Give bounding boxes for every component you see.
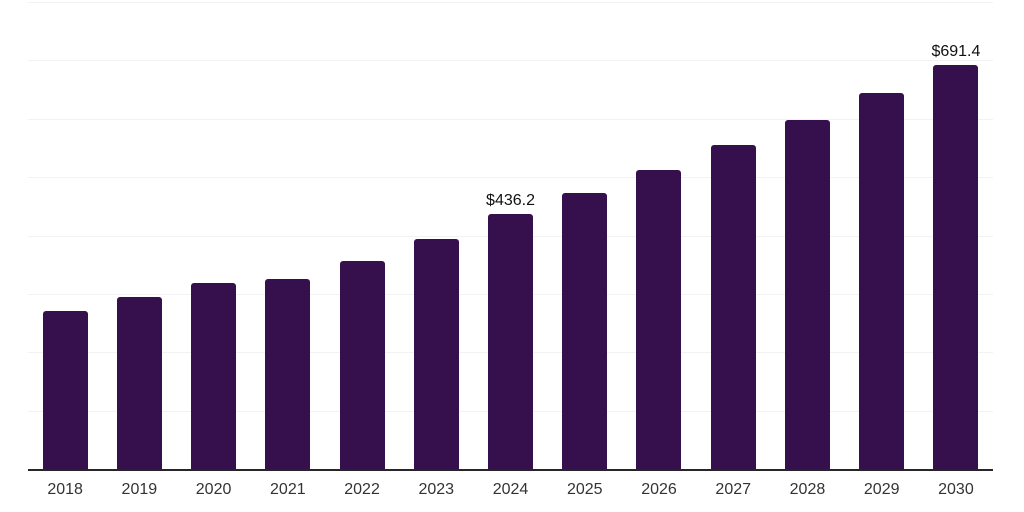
- bar-slot-2021: [251, 0, 325, 469]
- x-axis-tick-labels: 2018 2019 2020 2021 2022 2023 2024 2025 2026 2027…: [28, 480, 993, 500]
- bar-slot-2026: [622, 0, 696, 469]
- gridline: [28, 118, 993, 120]
- bar-slot-2018: [28, 0, 102, 469]
- x-tick-label-2022: 2022: [344, 481, 380, 498]
- bar-slot-2030: $691.4: [919, 0, 993, 469]
- gridline: [28, 2, 993, 3]
- x-tick-label-2024: 2024: [492, 481, 529, 498]
- x-tick-label-2029: 2029: [863, 481, 900, 498]
- bar-slot-2025: [548, 0, 622, 469]
- gridline: [28, 177, 993, 179]
- bar-slot-2028: [770, 0, 844, 469]
- bar-2020: [191, 283, 237, 469]
- bar-slot-2020: [176, 0, 250, 469]
- bar-2027: [710, 145, 756, 469]
- plot-area: $436.2 $691.4: [28, 0, 993, 471]
- bar-slot-2022: [325, 0, 399, 469]
- x-tick-label-2020: 2020: [195, 481, 232, 498]
- bar-2024: [488, 214, 534, 469]
- bar-2018: [42, 311, 88, 469]
- x-tick-label-2021: 2021: [270, 481, 306, 498]
- x-tick-label-2030: 2030: [938, 481, 974, 498]
- x-tick-label-2023: 2023: [418, 481, 455, 498]
- x-tick-label-2027: 2027: [715, 481, 752, 498]
- x-tick-label-2019: 2019: [121, 481, 158, 498]
- bar-2028: [784, 120, 830, 469]
- bar-2030: [933, 65, 979, 469]
- bar-2019: [116, 297, 162, 469]
- x-tick-label-2025: 2025: [566, 481, 603, 498]
- x-axis-line: [28, 469, 993, 471]
- data-label-2030: $691.4: [931, 43, 981, 61]
- gridline: [28, 60, 993, 62]
- bar-2021: [265, 278, 311, 469]
- bar-slot-2023: [399, 0, 473, 469]
- bar-2029: [859, 92, 905, 469]
- bar-2025: [562, 193, 608, 469]
- bar-2022: [339, 260, 385, 469]
- bar-2023: [413, 239, 459, 469]
- bars-container: $436.2 $691.4: [28, 0, 993, 469]
- bar-slot-2024: $436.2: [473, 0, 547, 469]
- bar-slot-2019: [102, 0, 176, 469]
- x-tick-label-2028: 2028: [789, 481, 826, 498]
- x-tick-label-2026: 2026: [641, 481, 677, 498]
- data-label-2024: $436.2: [486, 192, 535, 210]
- bar-2026: [636, 170, 682, 469]
- bar-slot-2027: [696, 0, 770, 469]
- bar-slot-2029: [845, 0, 919, 469]
- x-tick-label-2018: 2018: [47, 481, 83, 498]
